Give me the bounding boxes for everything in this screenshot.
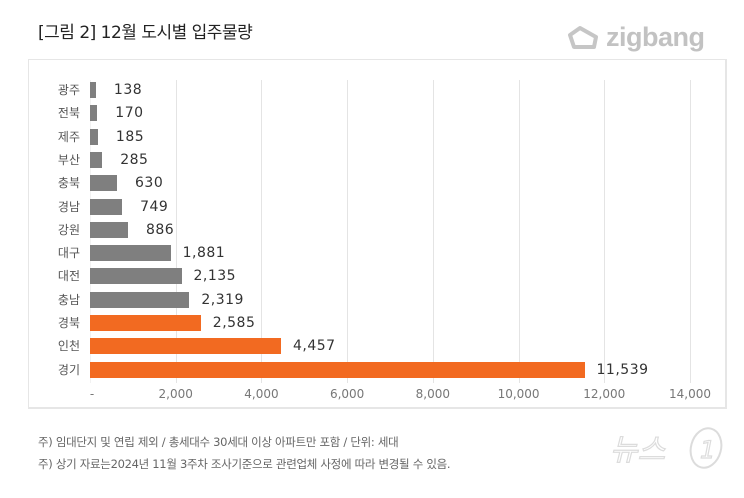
category-label: 부산 [57, 152, 80, 167]
bar [90, 221, 128, 238]
page-title: [그림 2] 12월 도시별 입주물량 [38, 23, 253, 43]
value-label: 2,319 [201, 291, 244, 308]
value-label: 630 [135, 175, 164, 192]
x-tick-label: 10,000 [497, 387, 540, 401]
bar [90, 151, 103, 168]
x-tick-label: 4,000 [244, 387, 279, 401]
category-label: 광주 [57, 83, 80, 97]
value-label: 1,881 [182, 245, 226, 262]
x-tick-label: - [89, 387, 95, 401]
category-label: 강원 [57, 222, 80, 237]
value-label: 285 [120, 151, 149, 168]
gridline [347, 80, 349, 383]
x-tick-label: 8,000 [415, 387, 451, 401]
bar [90, 245, 171, 262]
category-label: 경기 [57, 362, 80, 377]
x-tick-label: 6,000 [329, 387, 365, 401]
gridline [175, 80, 177, 383]
svg-text:1: 1 [700, 436, 715, 464]
category-label: 제주 [57, 129, 80, 144]
value-label: 2,585 [212, 315, 256, 331]
value-label: 11,539 [596, 361, 649, 378]
svg-text:뉴스: 뉴스 [610, 433, 666, 468]
bar [90, 105, 98, 122]
gridline [432, 80, 434, 383]
category-label: 경남 [57, 199, 80, 214]
category-label: 경북 [57, 316, 80, 330]
value-label: 138 [113, 82, 143, 98]
category-label: 충북 [57, 176, 80, 191]
zigbang-logo: zigbang [566, 22, 705, 53]
x-tick-label: 2,000 [158, 387, 193, 401]
bar [90, 175, 117, 192]
gridline [690, 80, 691, 383]
value-label: 4,457 [293, 338, 336, 355]
news1-watermark: 뉴스 1 [608, 422, 728, 474]
bar [90, 198, 123, 215]
bar [90, 291, 190, 308]
footnote-1: 주) 임대단지 및 연립 제외 / 총세대수 30세대 이상 아파트만 포함 /… [38, 435, 399, 449]
gridline [518, 80, 520, 383]
bar [90, 268, 182, 285]
footnote-2: 주) 상기 자료는2024년 11월 3주차 조사기준으로 관련업체 사정에 따… [38, 457, 451, 471]
news1-watermark-icon: 뉴스 1 [609, 427, 723, 469]
category-label: 대전 [57, 269, 80, 284]
category-label: 전북 [57, 106, 80, 121]
category-label: 충남 [57, 292, 80, 307]
x-tick-label: 12,000 [583, 387, 626, 401]
chart-frame [28, 59, 727, 409]
value-label: 170 [115, 105, 144, 122]
bar [90, 361, 585, 378]
bar [90, 338, 281, 355]
value-label: 2,135 [193, 268, 237, 285]
category-label: 인천 [57, 339, 80, 354]
category-label: 대구 [57, 246, 80, 261]
value-label: 886 [145, 221, 175, 238]
x-tick-label: 14,000 [669, 387, 711, 401]
zigbang-logo-icon [568, 25, 598, 49]
gridline [604, 80, 606, 383]
bar [90, 82, 96, 98]
brand-name: zigbang [606, 22, 705, 52]
gridline [261, 80, 263, 383]
value-label: 749 [140, 198, 169, 215]
value-label: 185 [115, 128, 145, 145]
bar [90, 315, 201, 331]
bar [90, 128, 98, 145]
